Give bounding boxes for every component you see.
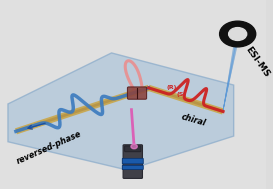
Polygon shape [8, 53, 234, 170]
Text: reversed-phase: reversed-phase [15, 129, 83, 166]
Text: (S): (S) [177, 92, 187, 97]
FancyBboxPatch shape [127, 87, 147, 99]
FancyBboxPatch shape [125, 146, 141, 152]
Circle shape [219, 21, 256, 47]
FancyBboxPatch shape [122, 158, 143, 164]
Text: ESI-MS: ESI-MS [244, 45, 271, 79]
Text: chiral: chiral [180, 112, 207, 128]
Text: (R): (R) [166, 85, 176, 90]
Circle shape [229, 28, 247, 40]
FancyBboxPatch shape [123, 145, 143, 178]
Circle shape [131, 144, 137, 149]
FancyBboxPatch shape [122, 165, 143, 170]
